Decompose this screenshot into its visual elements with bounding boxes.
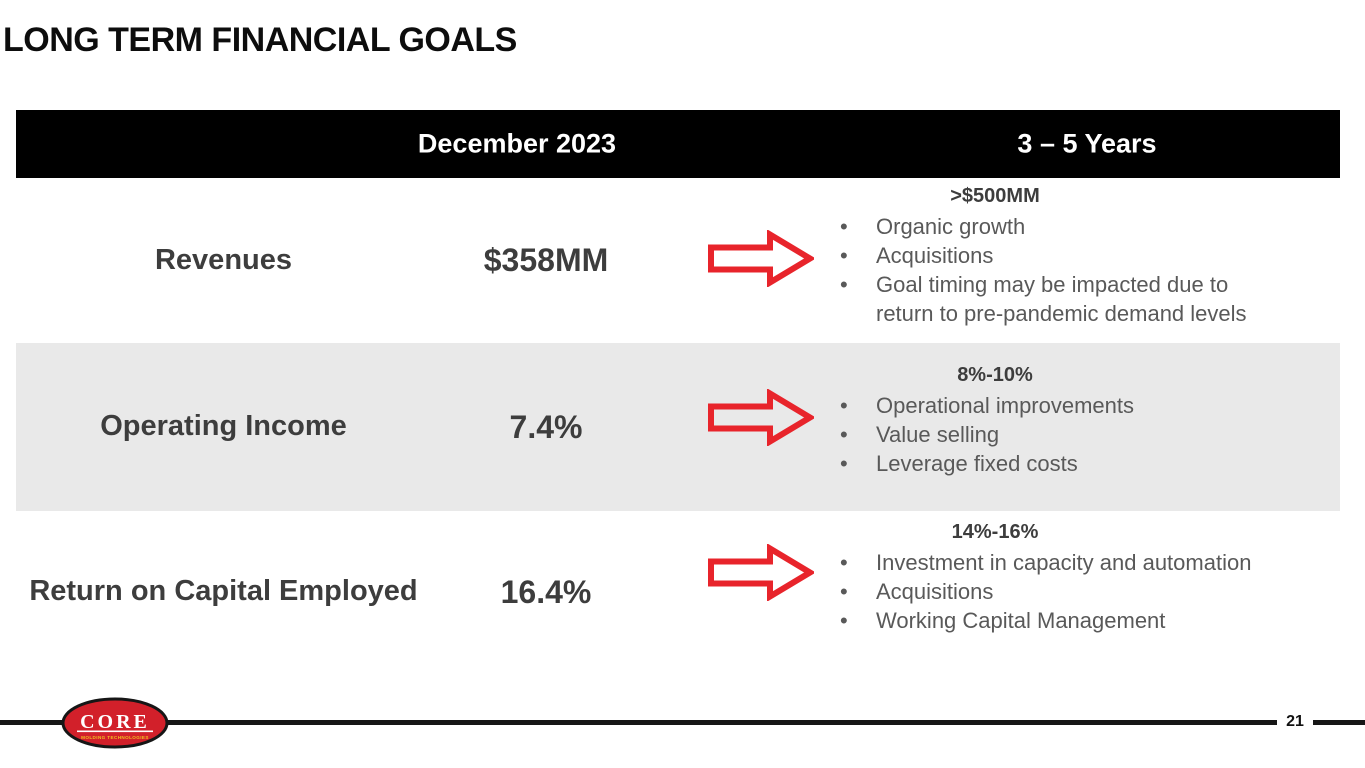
goal-bullet-list: Investment in capacity and automation Ac… [838, 548, 1278, 635]
current-value: $358MM [483, 242, 609, 278]
bullet-item: Value selling [838, 420, 1278, 449]
goal-value: 8%-10% [957, 364, 1033, 386]
table-row-revenues: Revenues $358MM >$500MM Organic growth A… [16, 178, 1340, 343]
right-arrow-icon [708, 230, 814, 287]
column-header-target: 3 – 5 Years [1017, 128, 1157, 159]
table-header-row: December 2023 3 – 5 Years [16, 110, 1340, 178]
column-header-current: December 2023 [417, 128, 617, 159]
bullet-item: Leverage fixed costs [838, 449, 1278, 478]
goal-value: 14%-16% [951, 521, 1039, 543]
logo-text: CORE [80, 711, 150, 733]
current-value: 16.4% [500, 573, 592, 610]
right-arrow-icon [708, 544, 814, 601]
goal-cell: >$500MM Organic growth Acquisitions Goal… [700, 178, 1290, 328]
page-number: 21 [1277, 713, 1313, 731]
financial-goals-table: December 2023 3 – 5 Years Revenues $358M… [16, 110, 1340, 673]
goal-bullet-list: Operational improvements Value selling L… [838, 391, 1278, 478]
goal-cell: 8%-10% Operational improvements Value se… [700, 343, 1290, 478]
footer-rule-left [0, 720, 1277, 725]
goal-bullet-list: Organic growth Acquisitions Goal timing … [838, 212, 1278, 328]
bullet-item: Working Capital Management [838, 606, 1278, 635]
slide-title: LONG TERM FINANCIAL GOALS [3, 21, 517, 59]
bullet-item: Operational improvements [838, 391, 1278, 420]
bullet-item: Acquisitions [838, 577, 1278, 606]
bullet-item: Goal timing may be impacted due to retur… [838, 270, 1278, 328]
metric-label: Return on Capital Employed [29, 575, 418, 608]
goal-cell: 14%-16% Investment in capacity and autom… [700, 511, 1290, 635]
bullet-item: Acquisitions [838, 241, 1278, 270]
current-value: 7.4% [509, 408, 583, 445]
metric-label: Revenues [154, 243, 292, 276]
logo-subtitle-text: MOLDING TECHNOLOGIES [81, 735, 149, 740]
table-row-operating-income: Operating Income 7.4% 8%-10% Operational… [16, 343, 1340, 511]
goal-value: >$500MM [950, 185, 1040, 207]
right-arrow-icon [708, 389, 814, 446]
metric-label: Operating Income [100, 410, 347, 443]
bullet-item: Organic growth [838, 212, 1278, 241]
bullet-item: Investment in capacity and automation [838, 548, 1278, 577]
footer-rule-right [1313, 720, 1365, 725]
table-row-return-on-capital: Return on Capital Employed 16.4% 14%-16%… [16, 511, 1340, 673]
core-logo: CORE MOLDING TECHNOLOGIES [61, 697, 169, 749]
